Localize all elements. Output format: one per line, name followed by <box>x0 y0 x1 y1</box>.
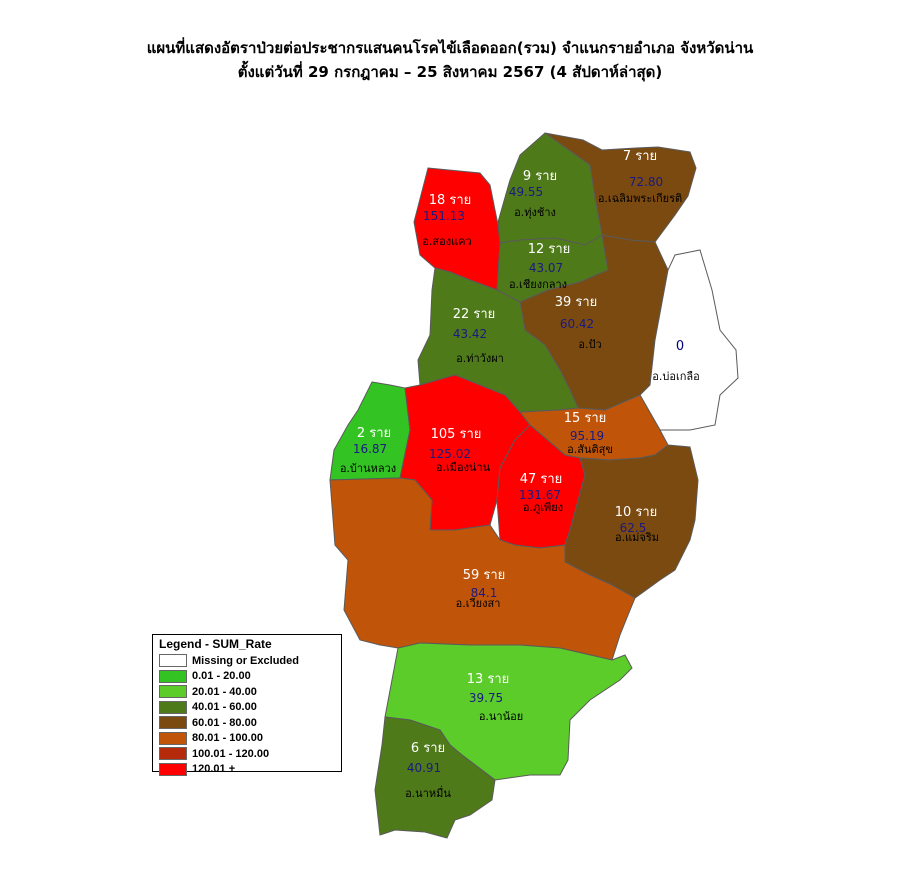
district-rate-label: 43.42 <box>453 327 487 341</box>
legend-label: 80.01 - 100.00 <box>192 732 263 745</box>
district-count-label: 22 ราย <box>453 307 496 322</box>
legend-item: 40.01 - 60.00 <box>153 700 341 716</box>
district-name-label: อ.ทุ่งช้าง <box>514 206 556 219</box>
district-rate-label: 60.42 <box>560 317 594 331</box>
map-title: แผนที่แสดงอัตราป่วยต่อประชากรแสนคนโรคไข้… <box>0 36 900 84</box>
legend-label: 60.01 - 80.00 <box>192 716 257 729</box>
district-rate-label: 40.91 <box>407 761 441 775</box>
legend-swatch <box>159 654 187 668</box>
legend-label: 120.01 + <box>192 763 236 776</box>
district-count-label: 6 ราย <box>411 741 445 756</box>
title-line-1: แผนที่แสดงอัตราป่วยต่อประชากรแสนคนโรคไข้… <box>146 39 754 57</box>
legend-label: 0.01 - 20.00 <box>192 670 251 683</box>
legend-swatch <box>159 700 187 714</box>
legend-item: 120.01 + <box>153 762 341 778</box>
legend-swatch <box>159 762 187 776</box>
legend-item: 80.01 - 100.00 <box>153 731 341 747</box>
district-count-label: 15 ราย <box>564 411 607 426</box>
legend-swatch <box>159 669 187 683</box>
district-count-label: 2 ราย <box>357 426 391 441</box>
district-region-wiangsa <box>329 477 636 661</box>
legend-item: Missing or Excluded <box>153 653 341 669</box>
legend-item: 100.01 - 120.00 <box>153 746 341 762</box>
district-count-label: 59 ราย <box>463 568 506 583</box>
district-rate-label: 84.1 <box>471 586 498 600</box>
district-rate-label: 43.07 <box>529 261 563 275</box>
district-regions <box>329 132 739 839</box>
district-name-label: อ.ท่าวังผา <box>456 352 504 365</box>
legend-swatch <box>159 731 187 745</box>
district-count-label: 12 ราย <box>528 242 571 257</box>
legend-label: 100.01 - 120.00 <box>192 747 270 760</box>
district-name-label: อ.เฉลิมพระเกียรติ <box>598 192 682 205</box>
district-count-label: 10 ราย <box>615 505 658 520</box>
district-name-label: อ.เวียงสา <box>456 597 501 610</box>
district-name-label: อ.บ้านหลวง <box>340 462 396 475</box>
district-rate-label: 95.19 <box>570 429 604 443</box>
legend-title: Legend - SUM_Rate <box>159 637 272 651</box>
district-count-label: 0 <box>676 339 684 354</box>
district-name-label: อ.ภูเพียง <box>523 501 563 514</box>
district-name-label: อ.ปัว <box>578 338 601 351</box>
district-name-label: อ.สองแคว <box>422 235 471 248</box>
district-count-label: 13 ราย <box>467 672 510 687</box>
district-count-label: 105 ราย <box>431 427 482 442</box>
district-rate-label: 151.13 <box>423 209 465 223</box>
district-region-bokluea <box>639 249 739 431</box>
legend-label: Missing or Excluded <box>192 654 299 667</box>
district-name-label: อ.เมืองน่าน <box>436 461 491 474</box>
legend-label: 20.01 - 40.00 <box>192 685 257 698</box>
legend: Legend - SUM_Rate Missing or Excluded 0.… <box>152 634 342 776</box>
district-rate-label: 131.67 <box>519 488 561 502</box>
district-name-label: อ.นาน้อย <box>479 710 523 723</box>
district-region-songkhwae <box>413 167 501 291</box>
legend-item: 0.01 - 20.00 <box>153 669 341 685</box>
legend-item: 20.01 - 40.00 <box>153 684 341 700</box>
legend-item: 60.01 - 80.00 <box>153 715 341 731</box>
district-rate-label: 39.75 <box>469 691 503 705</box>
district-rate-label: 62.5 <box>620 521 647 535</box>
district-count-label: 47 ราย <box>520 472 563 487</box>
district-name-label: อ.แม่จริม <box>615 531 659 544</box>
district-name-label: อ.เชียงกลาง <box>509 278 567 291</box>
district-rate-label: 49.55 <box>509 185 543 199</box>
district-rate-label: 72.80 <box>629 175 663 189</box>
legend-swatch <box>159 685 187 699</box>
district-name-label: อ.บ่อเกลือ <box>652 370 699 383</box>
district-rate-label: 16.87 <box>353 442 387 456</box>
legend-swatch <box>159 716 187 730</box>
district-region-namuen <box>374 716 496 839</box>
title-line-2: ตั้งแต่วันที่ 29 กรกฎาคม – 25 สิงหาคม 25… <box>237 63 663 81</box>
district-count-label: 7 ราย <box>623 149 657 164</box>
district-count-label: 18 ราย <box>429 193 472 208</box>
legend-label: 40.01 - 60.00 <box>192 701 257 714</box>
legend-swatch <box>159 747 187 761</box>
district-name-label: อ.สันติสุข <box>567 443 613 456</box>
district-count-label: 9 ราย <box>523 169 557 184</box>
district-name-label: อ.นาหมื่น <box>405 785 451 800</box>
district-count-label: 39 ราย <box>555 295 598 310</box>
district-rate-label: 125.02 <box>429 447 471 461</box>
